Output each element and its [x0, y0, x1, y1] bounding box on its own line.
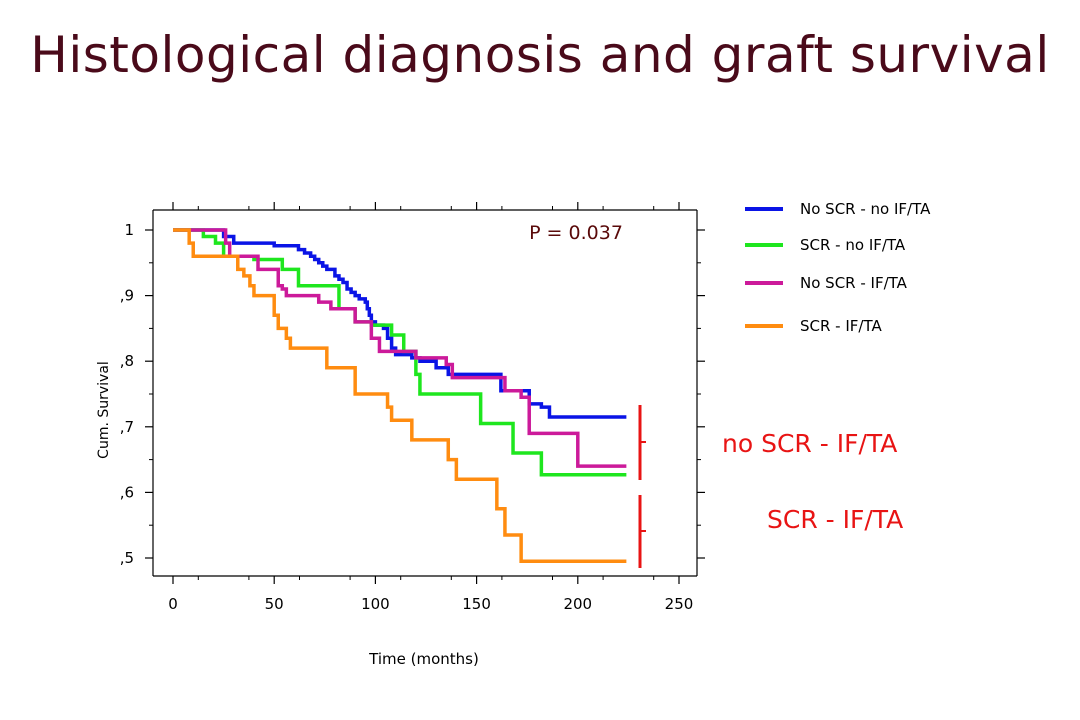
x-tick-label: 50 — [265, 595, 284, 613]
legend-label: No SCR - no IF/TA — [800, 200, 931, 218]
series-line-no-scr-no-if-ta — [173, 228, 627, 419]
x-tick-label: 200 — [563, 595, 592, 613]
y-tick-label: ,9 — [120, 287, 134, 305]
series-lines — [173, 228, 627, 564]
y-tick-label: ,8 — [120, 352, 134, 370]
slide-title: Histological diagnosis and graft surviva… — [30, 26, 1050, 84]
p-value-annotation: P = 0.037 — [529, 222, 623, 244]
y-tick-label: ,5 — [120, 549, 134, 567]
y-axis-label: Cum. Survival — [96, 361, 112, 459]
callout-no-scr-if-ta: no SCR - IF/TA — [722, 429, 897, 458]
x-tick-label: 250 — [665, 595, 694, 613]
series-line-no-scr-if-ta — [173, 228, 627, 468]
y-tick-label: ,6 — [120, 483, 134, 501]
legend: No SCR - no IF/TA SCR - no IF/TA No SCR - … — [745, 200, 931, 335]
legend-label: No SCR - IF/TA — [800, 274, 908, 292]
x-tick-label: 150 — [462, 595, 491, 613]
x-axis-label: Time (months) — [368, 650, 479, 668]
callouts: no SCR - IF/TA SCR - IF/TA — [638, 405, 903, 568]
y-tick-label: ,7 — [120, 418, 134, 436]
x-tick-label: 0 — [168, 595, 178, 613]
callout-scr-if-ta: SCR - IF/TA — [767, 505, 903, 534]
legend-label: SCR - IF/TA — [800, 317, 882, 335]
axes: 0 50 100 150 200 250 ,5 ,6 ,7 ,8 ,9 1 — [120, 202, 705, 613]
series-line-scr-if-ta — [173, 228, 627, 564]
x-tick-label: 100 — [361, 595, 390, 613]
y-tick-label: 1 — [124, 221, 134, 239]
legend-label: SCR - no IF/TA — [800, 236, 906, 254]
